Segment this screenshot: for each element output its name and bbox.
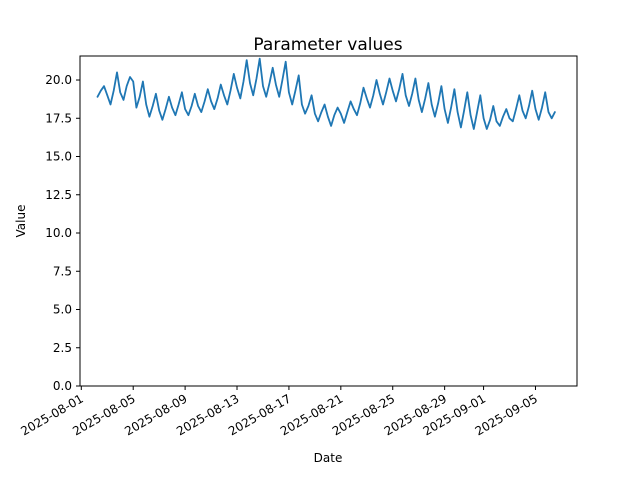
y-tick-label: 15.0 [45,150,72,164]
chart-title: Parameter values [253,35,402,55]
y-axis-label: Value [14,205,28,238]
y-axis-ticks: 0.0 2.5 5.0 7.5 10.0 12.5 15.0 17.5 20.0 [45,73,80,393]
plot-area [79,55,578,387]
y-tick-label: 20.0 [45,73,72,87]
x-axis-label: Date [314,451,343,465]
y-tick-label: 17.5 [45,111,72,125]
y-tick-label: 10.0 [45,226,72,240]
y-tick-label: 2.5 [53,341,72,355]
y-tick-label: 5.0 [53,303,72,317]
x-axis-ticks: 2025-08-012025-08-052025-08-092025-08-13… [18,386,540,438]
data-line [96,57,556,130]
y-tick-label: 0.0 [53,379,72,393]
y-tick-label: 7.5 [53,264,72,278]
y-tick-label: 12.5 [45,188,72,202]
